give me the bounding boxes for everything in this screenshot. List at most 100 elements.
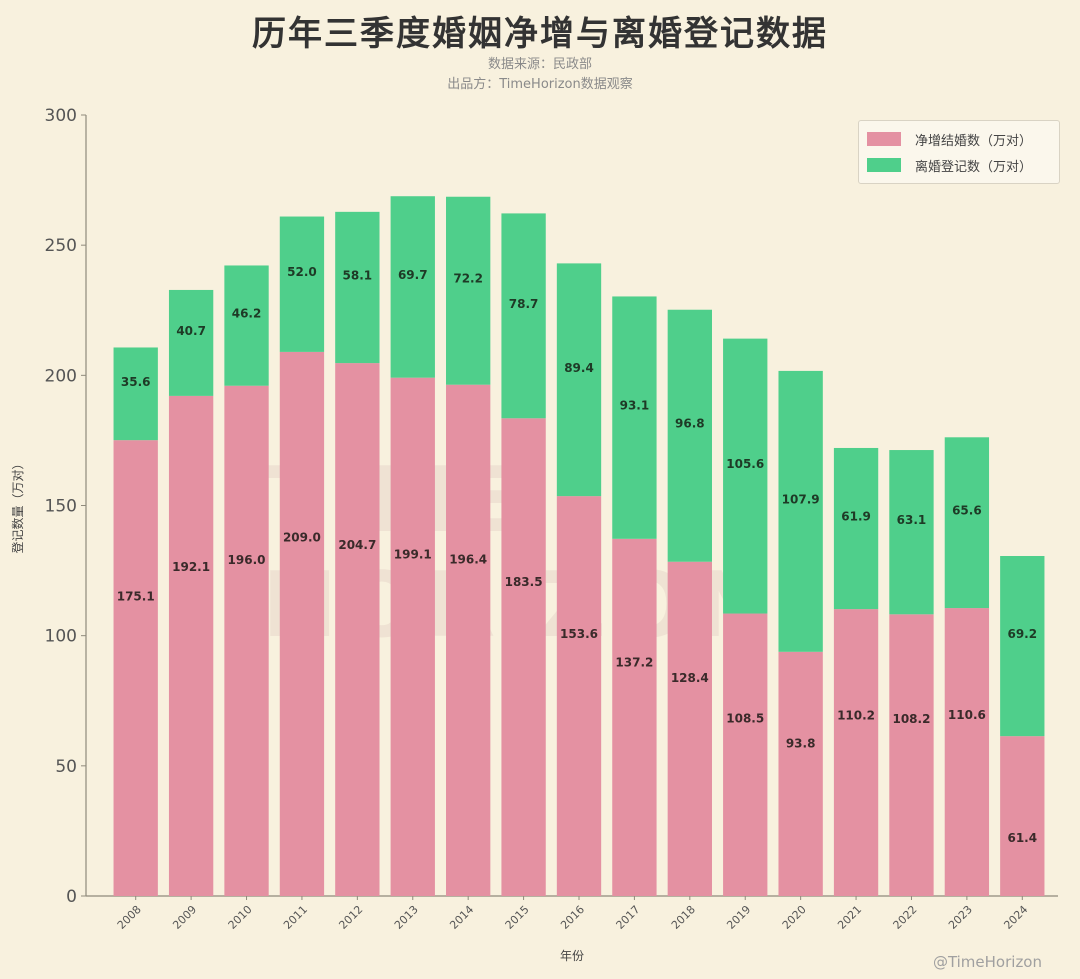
data-label-net-marriage-2012: 204.7 — [338, 538, 376, 552]
x-tick-label-2023: 2023 — [946, 903, 975, 932]
x-tick-label-2013: 2013 — [392, 903, 421, 932]
bar-net-marriage-2023 — [944, 608, 990, 896]
x-tick-label-2014: 2014 — [447, 903, 476, 932]
legend-swatch-net-marriage — [867, 132, 901, 146]
data-label-net-marriage-2019: 108.5 — [726, 711, 764, 725]
x-tick-label-2017: 2017 — [614, 903, 643, 932]
bar-divorce-2017 — [612, 296, 657, 539]
bar-net-marriage-2008 — [113, 440, 158, 896]
bar-net-marriage-2013 — [390, 377, 435, 896]
chart-legend: 净增结婚数（万对） 离婚登记数（万对） — [858, 120, 1060, 184]
x-tick-label-2018: 2018 — [669, 903, 698, 932]
legend-label-divorce: 离婚登记数（万对） — [915, 159, 1033, 175]
bar-net-marriage-2012 — [335, 363, 380, 896]
data-label-divorce-2014: 72.2 — [453, 272, 483, 286]
bar-net-marriage-2022 — [889, 614, 934, 896]
bar-divorce-2022 — [889, 450, 934, 615]
y-tick-label: 250 — [45, 236, 77, 256]
data-label-divorce-2024: 69.2 — [1007, 627, 1037, 641]
bar-divorce-2013 — [390, 196, 435, 378]
data-label-net-marriage-2024: 61.4 — [1007, 831, 1037, 845]
bar-divorce-2010 — [224, 265, 269, 386]
data-label-net-marriage-2010: 196.0 — [228, 553, 266, 567]
data-label-net-marriage-2011: 209.0 — [283, 530, 321, 544]
x-tick-label-2021: 2021 — [835, 903, 864, 932]
bar-net-marriage-2020 — [778, 651, 823, 896]
data-label-net-marriage-2023: 110.6 — [948, 708, 986, 722]
bar-divorce-2012 — [335, 211, 380, 364]
bar-divorce-2009 — [168, 289, 214, 396]
y-tick-label: 0 — [66, 887, 77, 907]
y-axis-label: 登记数量（万对） — [10, 457, 25, 553]
footer-watermark: @TimeHorizon — [932, 953, 1042, 971]
x-tick-label-2010: 2010 — [226, 903, 255, 932]
bar-net-marriage-2015 — [501, 418, 546, 896]
y-tick-label: 200 — [45, 366, 77, 386]
data-label-divorce-2022: 63.1 — [897, 513, 927, 527]
legend-label-net-marriage: 净增结婚数（万对） — [915, 133, 1033, 149]
legend-item-divorce: 离婚登记数（万对） — [867, 154, 1032, 176]
bar-net-marriage-2014 — [446, 384, 491, 896]
x-tick-label-2015: 2015 — [503, 903, 532, 932]
x-tick-label-2011: 2011 — [281, 903, 310, 932]
x-axis-label: 年份 — [560, 949, 584, 963]
data-label-divorce-2015: 78.7 — [509, 297, 539, 311]
x-tick-label-2008: 2008 — [115, 903, 144, 932]
bar-divorce-2021 — [833, 447, 879, 610]
bar-divorce-2016 — [556, 263, 602, 497]
bar-divorce-2014 — [446, 196, 491, 385]
data-label-divorce-2012: 58.1 — [343, 268, 373, 282]
legend-item-net-marriage: 净增结婚数（万对） — [867, 128, 1032, 150]
data-label-divorce-2019: 105.6 — [726, 457, 764, 471]
data-label-divorce-2018: 96.8 — [675, 417, 705, 431]
bar-net-marriage-2010 — [224, 385, 269, 896]
data-label-net-marriage-2018: 128.4 — [671, 671, 709, 685]
y-tick-label: 150 — [45, 497, 77, 517]
x-tick-label-2020: 2020 — [780, 903, 809, 932]
data-label-net-marriage-2015: 183.5 — [505, 575, 543, 589]
data-label-net-marriage-2017: 137.2 — [615, 656, 653, 670]
x-tick-label-2016: 2016 — [558, 903, 587, 932]
data-label-net-marriage-2016: 153.6 — [560, 627, 598, 641]
y-tick-label: 300 — [45, 106, 77, 126]
bar-divorce-2023 — [944, 437, 990, 609]
data-label-divorce-2016: 89.4 — [564, 361, 594, 375]
legend-swatch-divorce — [867, 158, 901, 172]
data-label-net-marriage-2009: 192.1 — [172, 560, 210, 574]
data-label-net-marriage-2021: 110.2 — [837, 709, 875, 723]
bar-net-marriage-2011 — [279, 351, 325, 896]
data-label-divorce-2009: 40.7 — [176, 324, 206, 338]
bar-net-marriage-2019 — [723, 613, 768, 896]
data-label-net-marriage-2008: 175.1 — [117, 590, 155, 604]
x-tick-label-2022: 2022 — [891, 903, 920, 932]
x-tick-label-2009: 2009 — [170, 903, 199, 932]
chart-subtitle-source: 数据来源：民政部 — [487, 57, 592, 72]
data-label-net-marriage-2014: 196.4 — [449, 552, 487, 566]
y-tick-label: 100 — [45, 627, 77, 647]
bar-net-marriage-2024 — [1000, 736, 1045, 896]
chart-subtitle-publisher: 出品方：TimeHorizon数据观察 — [447, 77, 633, 92]
data-label-net-marriage-2020: 93.8 — [786, 736, 816, 750]
bar-divorce-2008 — [113, 347, 158, 441]
data-label-divorce-2023: 65.6 — [952, 504, 982, 518]
x-tick-label-2024: 2024 — [1001, 903, 1030, 932]
bar-divorce-2018 — [667, 309, 712, 562]
data-label-net-marriage-2013: 199.1 — [394, 548, 432, 562]
bar-net-marriage-2017 — [612, 538, 657, 896]
data-label-net-marriage-2022: 108.2 — [892, 712, 930, 726]
data-label-divorce-2010: 46.2 — [232, 307, 262, 321]
bar-net-marriage-2018 — [667, 561, 712, 896]
x-tick-label-2012: 2012 — [336, 903, 365, 932]
bar-net-marriage-2016 — [556, 496, 602, 896]
bar-divorce-2019 — [723, 338, 768, 614]
data-label-divorce-2008: 35.6 — [121, 375, 151, 389]
y-tick-label: 50 — [55, 757, 77, 777]
bar-net-marriage-2009 — [168, 395, 214, 896]
bar-divorce-2024 — [1000, 556, 1045, 737]
x-tick-label-2019: 2019 — [724, 903, 753, 932]
bar-net-marriage-2021 — [833, 609, 879, 896]
data-label-divorce-2011: 52.0 — [287, 265, 317, 279]
bar-divorce-2020 — [778, 370, 823, 652]
bar-divorce-2011 — [279, 216, 325, 352]
